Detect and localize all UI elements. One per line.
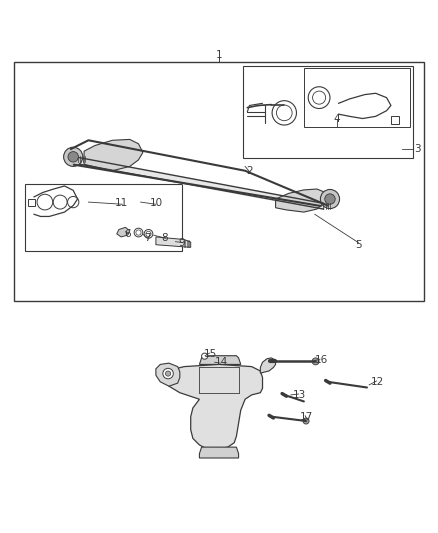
Text: 12: 12 — [371, 377, 385, 387]
Circle shape — [201, 353, 208, 359]
Circle shape — [163, 368, 173, 379]
Text: 1: 1 — [215, 51, 223, 60]
Bar — [304, 68, 410, 127]
Circle shape — [64, 147, 83, 166]
Polygon shape — [156, 237, 191, 247]
Text: 3: 3 — [414, 144, 420, 154]
Polygon shape — [84, 140, 143, 171]
Polygon shape — [156, 363, 180, 386]
Text: 13: 13 — [293, 390, 306, 400]
Polygon shape — [167, 365, 262, 449]
Circle shape — [325, 194, 335, 204]
Circle shape — [303, 418, 309, 424]
Circle shape — [321, 189, 339, 208]
Text: 8: 8 — [161, 233, 168, 243]
Text: 11: 11 — [114, 198, 128, 208]
Text: 10: 10 — [149, 198, 162, 208]
Polygon shape — [117, 228, 130, 237]
Bar — [391, 116, 399, 124]
Circle shape — [312, 358, 319, 365]
Polygon shape — [199, 356, 241, 365]
Polygon shape — [199, 447, 239, 458]
Circle shape — [166, 371, 171, 376]
Text: 14: 14 — [215, 357, 228, 367]
Text: 9: 9 — [179, 238, 185, 247]
Text: 6: 6 — [124, 229, 131, 239]
Bar — [14, 62, 424, 301]
Bar — [28, 199, 35, 206]
Text: 16: 16 — [314, 355, 328, 365]
Polygon shape — [276, 189, 325, 212]
Text: 2: 2 — [246, 166, 253, 176]
Text: 4: 4 — [333, 114, 340, 124]
Text: 15: 15 — [204, 349, 217, 359]
Bar — [243, 66, 413, 158]
Text: 5: 5 — [355, 240, 362, 250]
Text: 17: 17 — [300, 411, 313, 422]
Bar — [25, 184, 182, 251]
Text: 7: 7 — [144, 233, 151, 243]
Circle shape — [68, 151, 78, 162]
Polygon shape — [260, 358, 276, 373]
